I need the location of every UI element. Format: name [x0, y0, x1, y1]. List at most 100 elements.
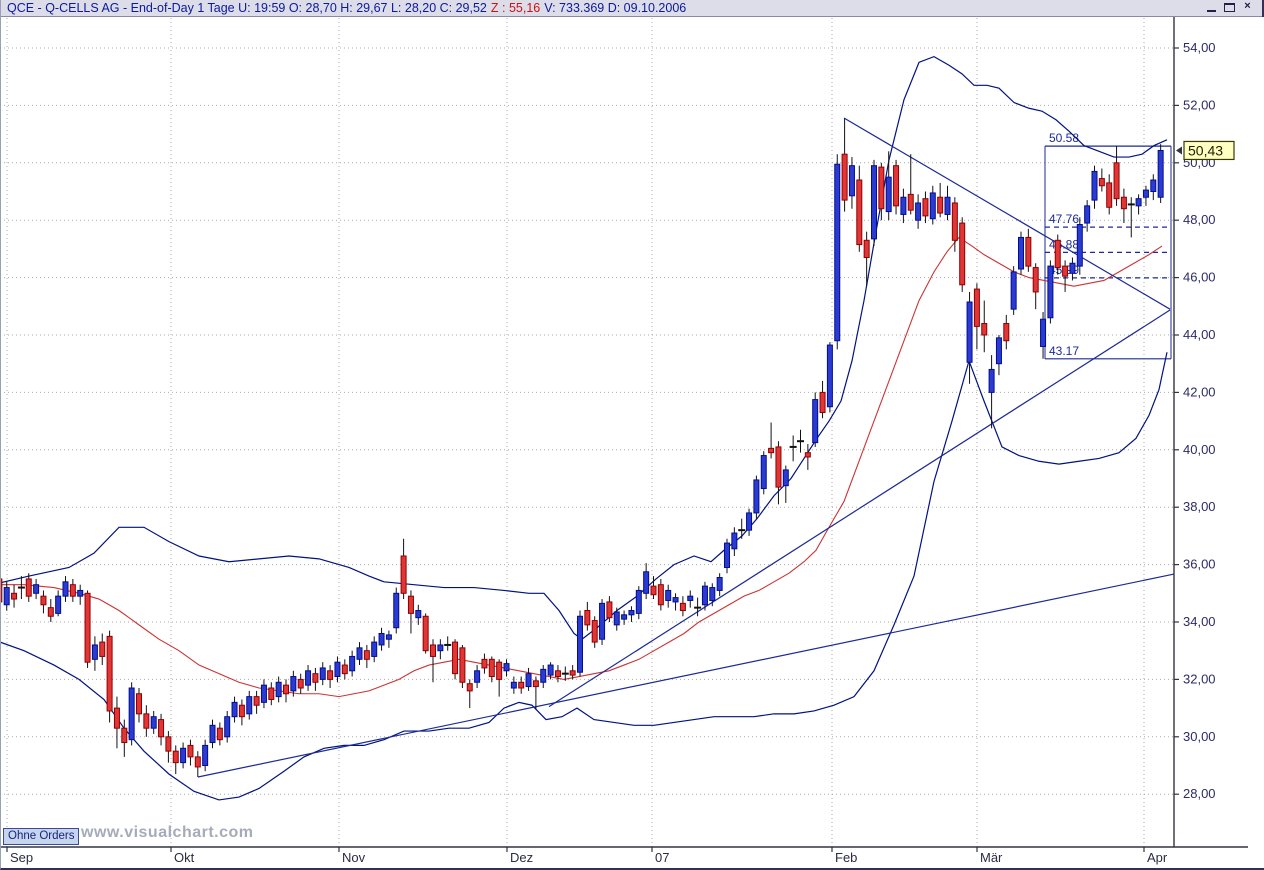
candle-down: [121, 727, 128, 744]
candle-up: [995, 337, 1002, 365]
candle-down: [856, 179, 863, 246]
candle-up: [929, 192, 936, 220]
level-label-46.88: 46.88: [1049, 237, 1079, 251]
candle-up: [3, 587, 10, 606]
candle-down: [922, 198, 929, 217]
candle-down: [768, 447, 775, 454]
candle-up: [1135, 198, 1142, 207]
candle-down: [327, 670, 334, 680]
candle-down: [959, 222, 966, 286]
candle-down: [84, 592, 91, 663]
month-tick-label-Dez: Dez: [510, 850, 533, 865]
trendline-descending-resistance: [843, 117, 1171, 310]
candle-down: [297, 678, 304, 689]
candle-down: [1054, 239, 1061, 269]
candle-down: [459, 647, 466, 683]
close-icon[interactable]: ×: [1244, 0, 1251, 12]
candle-down: [554, 670, 561, 678]
candle-up: [260, 684, 267, 703]
candle-up: [33, 584, 40, 594]
candle-down: [106, 635, 113, 712]
candle-up: [305, 670, 312, 686]
candle-down: [679, 602, 686, 612]
candle-up: [503, 663, 510, 672]
candle-up: [91, 644, 98, 660]
month-tick-label-Okt: Okt: [174, 850, 195, 865]
candle-up: [812, 399, 819, 444]
price-tick-label: 30,00: [1183, 729, 1216, 744]
candle-up: [55, 595, 62, 614]
candle-up: [393, 592, 400, 629]
month-tick-label-Feb: Feb: [835, 850, 857, 865]
price-tick-label: 34,00: [1183, 614, 1216, 629]
month-tick-label-Mär: Mär: [980, 850, 1003, 865]
candle-down: [1003, 323, 1010, 342]
moving-average-line: [0, 236, 1163, 698]
window-title: QCE - Q-CELLS AG - End-of-Day 1 Tage U: …: [7, 1, 487, 15]
price-tick-label: 32,00: [1183, 671, 1216, 686]
candle-down: [584, 610, 591, 626]
candle-up: [966, 301, 973, 363]
month-tick-label-07: 07: [655, 850, 669, 865]
candle-up: [474, 670, 481, 683]
candle-up: [665, 589, 672, 601]
title-bar[interactable]: QCE - Q-CELLS AG - End-of-Day 1 Tage U: …: [1, 0, 1262, 17]
candle-down: [466, 683, 473, 692]
candle-up: [62, 581, 69, 597]
candle-up: [1047, 265, 1054, 319]
candle-up: [826, 344, 833, 408]
candle-up: [746, 512, 753, 531]
candlestick-chart[interactable]: 50.5847.7646.8845.9943.1754,0052,0050,00…: [0, 17, 1264, 868]
candle-up: [349, 655, 356, 672]
candle-up: [231, 701, 238, 718]
candle-down: [532, 680, 539, 688]
candle-down: [1025, 236, 1032, 267]
candle-down: [1120, 196, 1127, 210]
candle-up: [371, 641, 378, 657]
candle-down: [973, 288, 980, 327]
candle-up: [915, 202, 922, 221]
level-label-43.17: 43.17: [1049, 344, 1079, 358]
orders-button[interactable]: Ohne Orders: [3, 828, 80, 845]
candle-down: [99, 641, 106, 657]
candle-down: [496, 661, 503, 680]
candle-up: [334, 661, 341, 678]
candle-down: [606, 601, 613, 619]
candle-down: [569, 670, 576, 676]
candle-up: [613, 611, 620, 626]
candle-down: [863, 239, 870, 259]
candle-down: [194, 756, 201, 768]
maximize-icon[interactable]: [1223, 2, 1236, 13]
candle-down: [165, 736, 172, 752]
candle-down: [268, 687, 275, 700]
chart-area[interactable]: 50.5847.7646.8845.9943.1754,0052,0050,00…: [0, 17, 1264, 868]
candle-down: [113, 707, 120, 729]
month-tick-label-Nov: Nov: [342, 850, 366, 865]
candle-down: [1062, 265, 1069, 277]
candle-down: [143, 713, 150, 729]
level-label-47.76: 47.76: [1049, 212, 1079, 226]
window-title-volume-date: V: 733.369 D: 09.10.2006: [544, 1, 687, 15]
candle-down: [1032, 267, 1039, 293]
candle-up: [1040, 318, 1047, 347]
candle-up: [385, 634, 392, 640]
candle-up: [709, 587, 716, 601]
candle-up: [834, 163, 841, 342]
candle-down: [407, 595, 414, 614]
candle-down: [650, 585, 657, 596]
minimize-icon[interactable]: [1205, 2, 1218, 13]
candle-up: [1142, 189, 1149, 198]
candle-down: [775, 446, 782, 488]
candle-down: [1098, 178, 1105, 187]
candle-up: [848, 165, 855, 197]
candle-up: [356, 647, 363, 660]
candle-up: [1091, 170, 1098, 201]
visualchart-watermark: www.visualchart.com: [81, 824, 254, 841]
candle-up: [871, 165, 877, 240]
candle-down: [488, 658, 495, 678]
candle-up: [900, 196, 907, 215]
candle-up: [621, 614, 628, 620]
candle-down: [841, 153, 848, 201]
candle-up: [180, 747, 187, 764]
candle-up: [1010, 271, 1017, 310]
